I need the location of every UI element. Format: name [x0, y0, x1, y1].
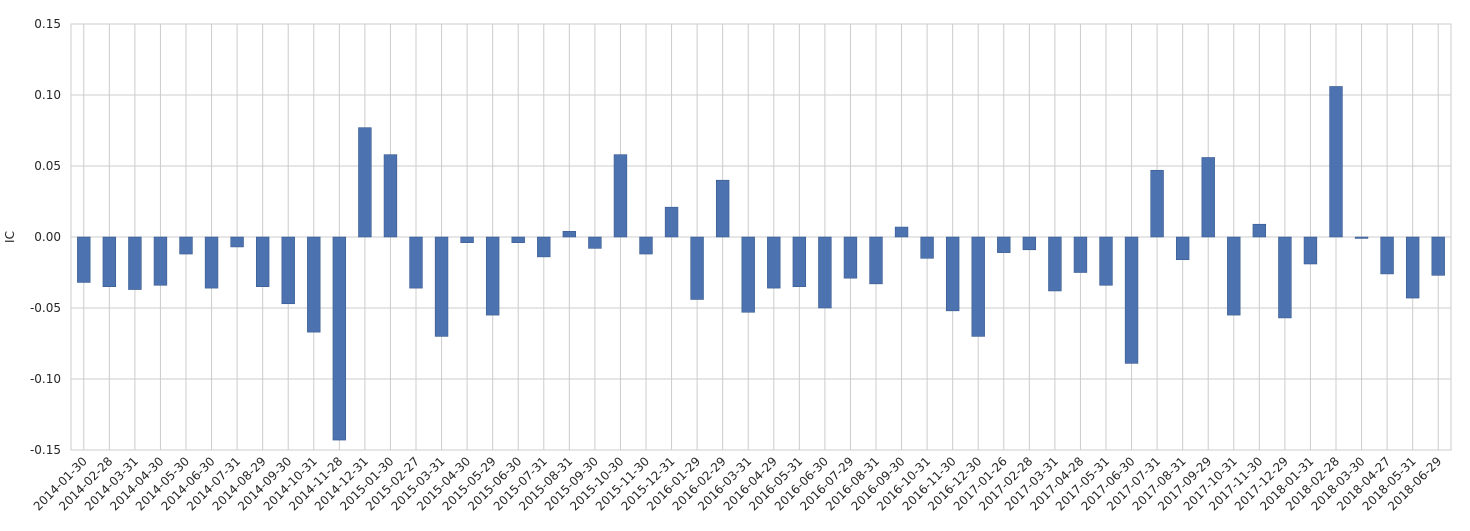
bar-2016-02-29 [715, 179, 730, 238]
bar-2016-06-30 [818, 236, 832, 309]
y-axis-ticks: -0.15 -0.10 -0.05 0.00 0.05 0.10 0.15 [30, 17, 61, 457]
bar-2015-09-30 [588, 236, 602, 249]
bar-2014-03-31 [128, 236, 142, 290]
y-tick-label: 0.15 [34, 17, 61, 31]
bar-2015-05-29 [485, 236, 500, 316]
bars [77, 86, 1445, 441]
bar-2014-11-28 [332, 236, 347, 441]
bar-2018-04-27 [1380, 236, 1394, 275]
bar-2017-06-30 [1124, 236, 1139, 364]
bar-2016-04-29 [767, 236, 781, 289]
bar-2015-11-30 [639, 236, 653, 255]
bar-2017-08-31 [1175, 236, 1190, 261]
plot-frame [70, 23, 1452, 451]
bar-2017-04-28 [1073, 236, 1088, 273]
bar-2014-01-30 [77, 236, 91, 283]
bar-2016-08-31 [869, 236, 883, 285]
bar-2014-05-30 [179, 236, 193, 255]
bar-2017-11-30 [1252, 223, 1267, 238]
bar-2018-02-28 [1329, 86, 1343, 238]
bar-2015-07-31 [537, 236, 551, 258]
bar-2015-01-30 [383, 154, 398, 238]
bar-2014-08-29 [255, 236, 270, 288]
bar-2017-02-28 [1022, 236, 1037, 251]
bar-2014-12-31 [358, 127, 372, 238]
bar-2014-02-28 [102, 236, 117, 288]
bar-2018-05-31 [1405, 236, 1420, 299]
y-axis-label: IC [3, 231, 17, 243]
bar-2017-07-31 [1150, 169, 1164, 238]
y-tick-label: 0.05 [34, 159, 61, 173]
bar-2015-06-30 [511, 236, 525, 243]
bar-2016-09-30 [894, 226, 909, 238]
y-tick-label: -0.15 [30, 443, 61, 457]
bar-2014-09-30 [281, 236, 295, 305]
bar-2015-04-30 [460, 236, 474, 243]
bar-2016-12-30 [971, 236, 985, 337]
bar-2016-07-29 [843, 236, 858, 279]
gridlines [71, 23, 1451, 451]
bar-2014-10-31 [307, 236, 321, 333]
y-tick-label: 0.10 [34, 88, 61, 102]
bar-2017-10-31 [1227, 236, 1241, 316]
bar-2016-10-31 [920, 236, 934, 259]
bar-2016-05-31 [792, 236, 807, 288]
y-tick-label: -0.10 [30, 372, 61, 386]
bar-2018-03-30 [1354, 236, 1369, 239]
bar-2017-05-31 [1099, 236, 1113, 286]
bar-2015-03-31 [434, 236, 449, 337]
bar-2017-03-31 [1048, 236, 1062, 292]
bar-2015-12-31 [664, 206, 679, 238]
bar-2017-12-29 [1278, 236, 1292, 319]
y-tick-label: 0.00 [34, 230, 61, 244]
bar-2017-09-29 [1201, 157, 1215, 238]
y-tick-label: -0.05 [30, 301, 61, 315]
bar-2018-06-29 [1431, 236, 1445, 276]
bar-2015-02-27 [409, 236, 423, 289]
bar-2018-01-31 [1303, 236, 1318, 265]
bar-2016-01-29 [690, 236, 704, 300]
bar-2017-01-26 [997, 236, 1011, 253]
bar-2015-10-30 [613, 154, 628, 238]
bar-2014-07-31 [230, 236, 244, 248]
bar-2014-06-30 [204, 236, 219, 289]
bar-2016-03-31 [741, 236, 755, 313]
x-axis-ticks: 2014-01-302014-02-282014-03-312014-04-30… [31, 454, 1445, 513]
bar-2014-04-30 [153, 236, 168, 286]
bar-2016-11-30 [945, 236, 960, 312]
bar-2015-08-31 [562, 231, 577, 238]
